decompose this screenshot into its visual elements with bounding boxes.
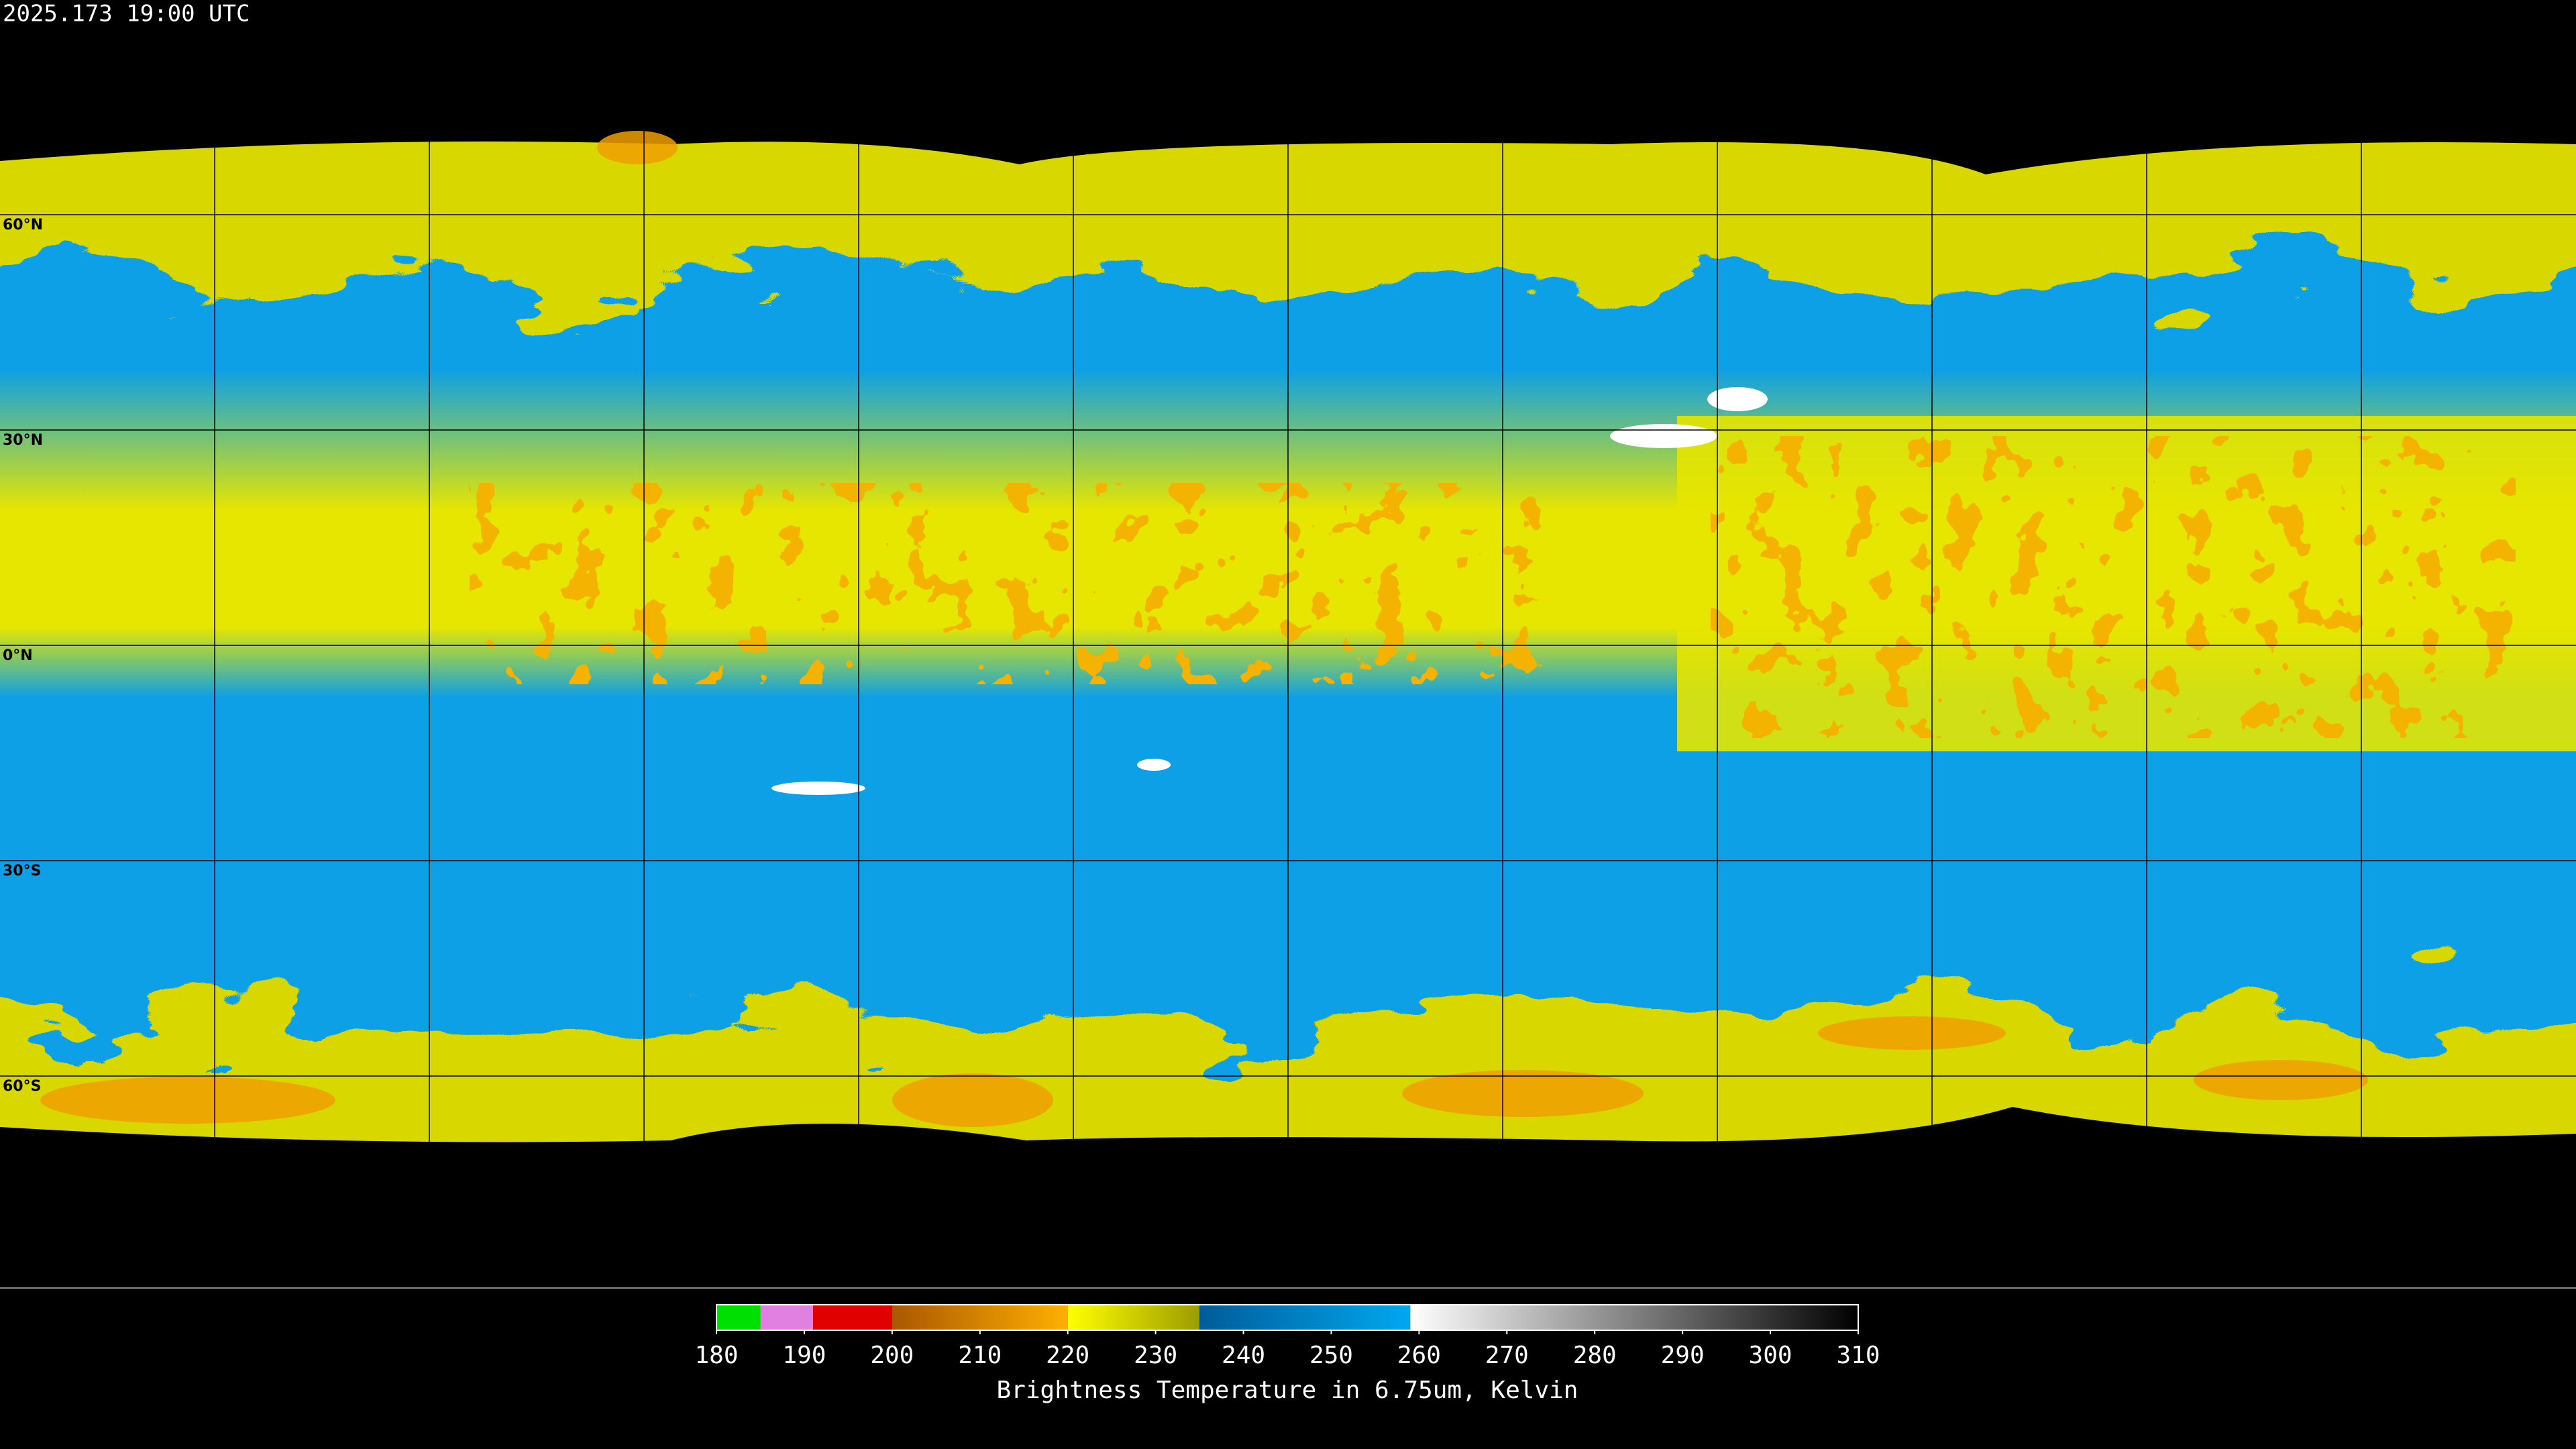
latitude-label: 60°S [3,1078,41,1095]
colorbar-tick-label: 190 [782,1342,826,1369]
colorbar-tick-label: 260 [1397,1342,1441,1369]
colorbar-tick-label: 180 [694,1342,738,1369]
colorbar-tick-label: 300 [1749,1342,1792,1369]
latitude-label: 30°S [3,863,41,879]
colorbar-segment [813,1305,892,1330]
latitude-label: 30°N [3,432,43,449]
colorbar-tick-label: 310 [1836,1342,1880,1369]
colorbar-segment [1410,1305,1858,1330]
colorbar-tick-label: 210 [958,1342,1002,1369]
colorbar-tick-label: 220 [1046,1342,1089,1369]
colorbar-tick-label: 250 [1309,1342,1353,1369]
latitude-label: 60°N [3,217,43,233]
convective-cores [1711,436,2516,738]
colorbar-segment [716,1305,761,1330]
colorbar-tick-label: 230 [1134,1342,1177,1369]
graticule: 60°N 30°N 0°N 30°S 60°S [0,217,2576,1289]
colorbar-segment [1199,1305,1411,1330]
colorbar-segment [892,1305,1068,1330]
convective-cores [470,483,1543,684]
colorbar-tick-label: 290 [1661,1342,1705,1369]
cold-patches [40,131,2368,1127]
colorbar: 180 190 200 210 220 230 240 250 260 270 280 290 300 3… [694,1304,1880,1404]
colorbar-segment [760,1305,814,1330]
timestamp: 2025.173 19:00 UTC [3,1,250,28]
latitude-label: 0°N [3,647,33,664]
colorbar-segment [1067,1305,1200,1330]
colorbar-title: Brightness Temperature in 6.75um, Kelvin [997,1377,1578,1404]
colorbar-tick-label: 240 [1222,1342,1265,1369]
colorbar-frame [716,1304,1859,1331]
colorbar-tick-label: 280 [1573,1342,1617,1369]
colorbar-tick-label: 200 [870,1342,914,1369]
colorbar-tick-label: 270 [1485,1342,1529,1369]
